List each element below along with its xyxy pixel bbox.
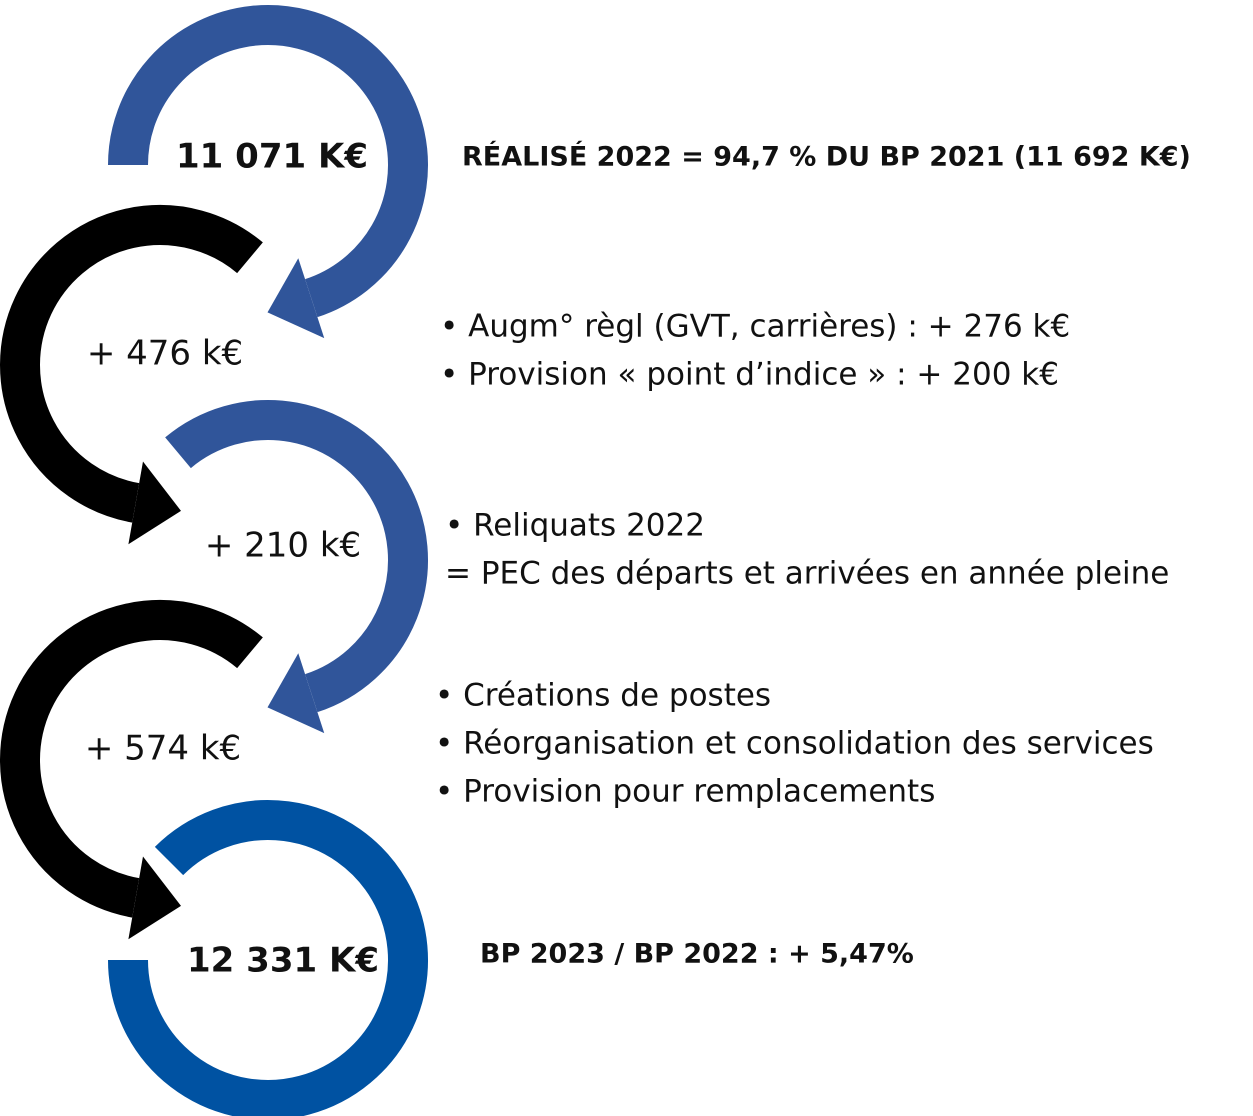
arc xyxy=(165,400,428,713)
step-note: • Créations de postes xyxy=(435,678,771,714)
step-value: + 574 k€ xyxy=(85,729,241,769)
step-note: = PEC des départs et arrivées en année p… xyxy=(445,556,1169,592)
step-value: + 476 k€ xyxy=(87,334,243,374)
arc xyxy=(0,600,263,918)
step-note: • Augm° règl (GVT, carrières) : + 276 k€ xyxy=(440,309,1070,345)
arc xyxy=(108,5,428,318)
arc xyxy=(108,800,428,1116)
step-value: + 210 k€ xyxy=(205,526,361,566)
step-value: 11 071 K€ xyxy=(176,137,368,177)
arrows xyxy=(0,5,428,1116)
step-note: BP 2023 / BP 2022 : + 5,47% xyxy=(480,939,914,970)
arrow-head xyxy=(128,856,181,940)
step-note: • Reliquats 2022 xyxy=(445,508,705,544)
step-note: RÉALISÉ 2022 = 94,7 % DU BP 2021 (11 692… xyxy=(462,141,1191,173)
arrow-head xyxy=(267,653,325,734)
step-note: • Provision pour remplacements xyxy=(435,774,935,810)
step-value: 12 331 K€ xyxy=(187,941,379,981)
arrow-head xyxy=(267,258,325,339)
arc xyxy=(0,205,263,523)
step-note: • Réorganisation et consolidation des se… xyxy=(435,726,1154,762)
step-note: • Provision « point d’indice » : + 200 k… xyxy=(440,357,1059,393)
arrow-head xyxy=(128,461,181,545)
